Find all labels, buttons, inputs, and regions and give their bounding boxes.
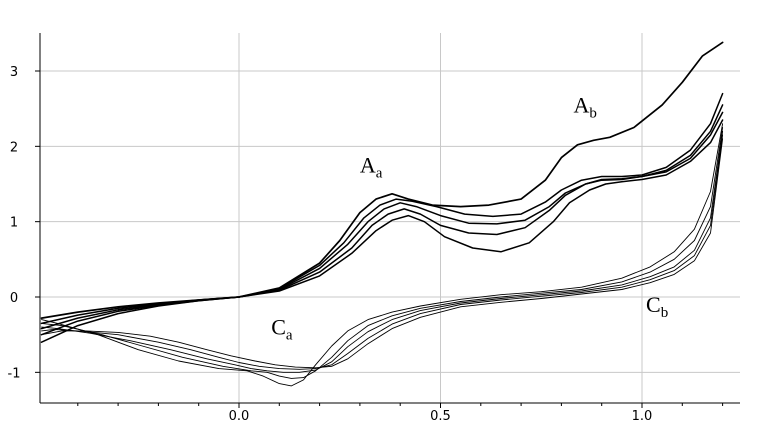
annotations-group: Aa Ab Ca Cb bbox=[271, 92, 668, 343]
y-tick-label-3: 0 bbox=[10, 291, 18, 306]
y-tick-label-0: 3 bbox=[10, 65, 18, 80]
series-group bbox=[40, 41, 724, 387]
x-tick-label-2: 1.0 bbox=[632, 409, 653, 421]
series-line-6 bbox=[41, 127, 724, 379]
series-line-3 bbox=[40, 111, 724, 336]
y-tick-label-1: 2 bbox=[10, 140, 18, 155]
series-line-2 bbox=[40, 104, 724, 330]
grid-lines bbox=[40, 33, 740, 403]
series-line-7 bbox=[41, 130, 724, 373]
ticks-group: 3 2 1 0 -1 0.0 0.5 1.0 bbox=[8, 65, 724, 421]
annotation-Cb: Cb bbox=[646, 292, 668, 321]
y-tick-label-2: 1 bbox=[10, 216, 18, 231]
annotation-Aa: Aa bbox=[360, 153, 383, 182]
axes bbox=[39, 33, 740, 404]
y-tick-label-4: -1 bbox=[8, 366, 21, 381]
x-tick-label-0: 0.0 bbox=[229, 409, 250, 421]
annotation-Ca: Ca bbox=[271, 315, 293, 344]
series-line-1 bbox=[40, 92, 724, 325]
series-line-5 bbox=[41, 123, 724, 387]
series-line-8 bbox=[41, 134, 724, 370]
series-line-4 bbox=[40, 119, 724, 343]
series-line-9 bbox=[41, 138, 724, 369]
x-tick-label-1: 0.5 bbox=[430, 409, 451, 421]
annotation-Ab: Ab bbox=[573, 92, 596, 121]
